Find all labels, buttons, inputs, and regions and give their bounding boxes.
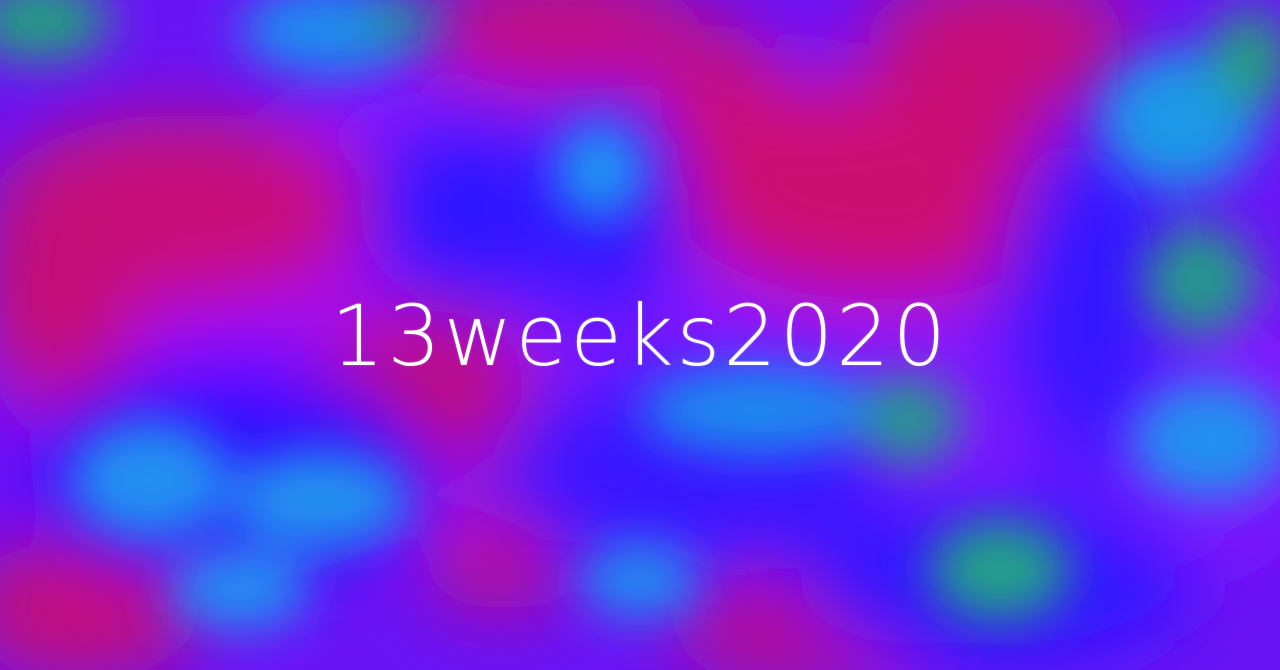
banner-title: 13weeks2020 — [330, 287, 950, 385]
